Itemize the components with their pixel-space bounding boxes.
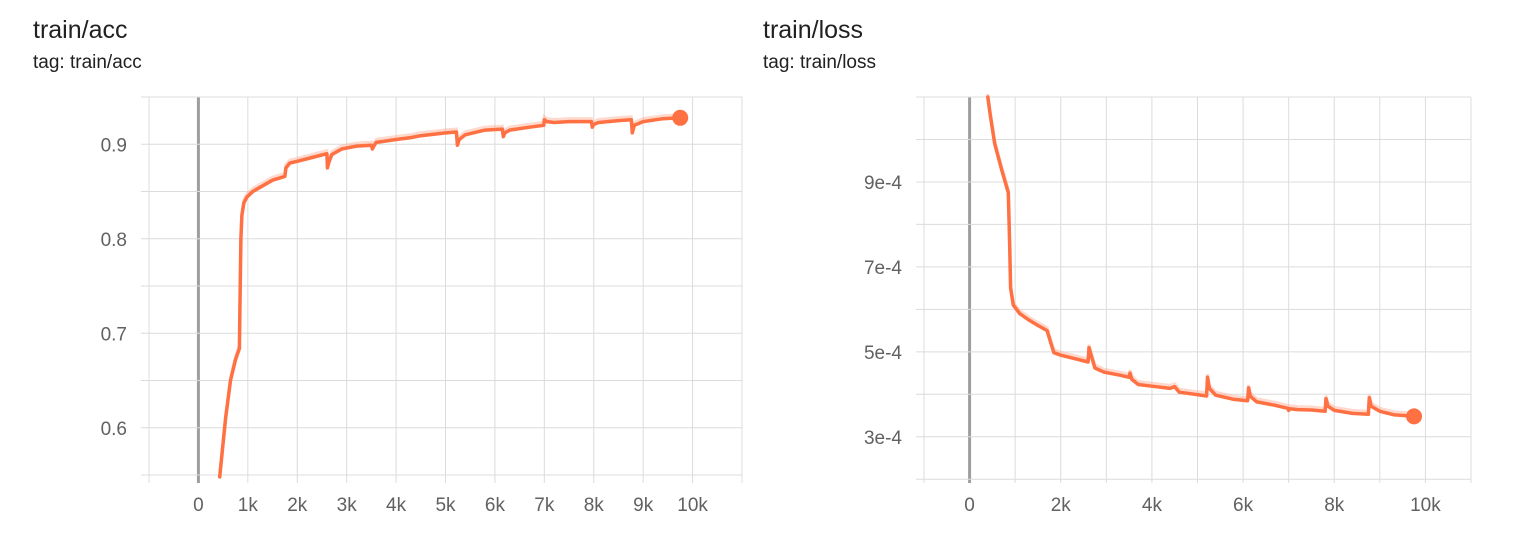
x-tick-label: 9k [633,495,654,516]
last-point-marker[interactable] [672,109,689,126]
y-tick-label: 0.9 [101,135,127,156]
chart-title: train/acc [33,16,128,44]
series-raw-line [218,113,681,475]
y-tick-label: 9e-4 [864,173,902,194]
train-acc-plot[interactable]: 0 1k 2k 3k 4k 5k 6k 7k 8k 9k 10k 0.6 0.7 0.8 0.9 [0,0,760,535]
last-point-marker[interactable] [1406,408,1423,425]
x-tick-label: 8k [1324,495,1345,516]
chart-tag: tag: train/loss [763,52,876,73]
gridlines [141,96,743,483]
series-line[interactable] [217,116,682,479]
y-tick-label: 3e-4 [864,428,902,449]
y-tick-label: 0.8 [101,230,127,251]
chart-card-train-loss: train/loss tag: train/loss 0 2k 4k 6k 8k 10k 3… [760,0,1538,535]
chart-title: train/loss [763,16,864,44]
x-tick-label: 4k [1142,495,1163,516]
y-tick-label: 0.6 [101,419,127,440]
chart-card-train-acc: train/acc tag: train/acc 0 1k 2k 3k 4k 5k 6k 7k… [0,0,760,535]
x-tick-label: 7k [534,495,555,516]
x-tick-label: 4k [386,495,407,516]
x-tick-label: 0 [193,495,204,516]
x-tick-label: 3k [337,495,358,516]
x-tick-label: 5k [435,495,456,516]
y-tick-label: 5e-4 [864,343,902,364]
x-tick-label: 0 [964,495,975,516]
x-tick-label: 6k [1233,495,1254,516]
x-tick-label: 2k [1051,495,1072,516]
x-tick-label: 2k [287,495,308,516]
chart-tag: tag: train/acc [33,52,142,73]
x-tick-label: 10k [677,495,708,516]
x-tick-label: 6k [485,495,506,516]
x-tick-label: 1k [238,495,259,516]
x-tick-label: 10k [1410,495,1441,516]
y-tick-label: 7e-4 [864,258,902,279]
train-loss-plot[interactable]: 0 2k 4k 6k 8k 10k 3e-4 5e-4 7e-4 9e-4 [760,0,1538,535]
y-tick-label: 0.7 [101,324,127,345]
series-line[interactable] [986,95,1416,419]
x-tick-label: 8k [584,495,605,516]
series-raw-line [986,93,1415,415]
